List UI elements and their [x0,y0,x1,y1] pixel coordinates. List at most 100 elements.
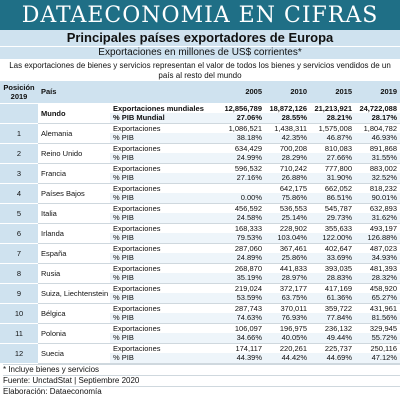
row-value: 24.89% [220,253,265,264]
row-country: España [38,242,110,264]
table-row: 5 Italia Exportaciones 456,592 536,553 545,78… [0,202,400,224]
row-value: 481,393 [355,262,400,273]
table-row: % PIB 0.00% 75.86% 86.51% 90.01% [0,193,400,204]
row-value: 710,242 [265,162,310,173]
row-value: 27.06% [220,113,265,124]
row-value: 810,083 [310,142,355,153]
row-value: 1,438,311 [265,122,310,133]
table-row: Mundo Exportaciones mundiales 12,856,789 18… [0,102,400,124]
row-value: 25.14% [265,213,310,224]
row-metric-label: % PIB [110,193,220,204]
row-value: 268,870 [220,262,265,273]
row-value: 90.01% [355,193,400,204]
table-row: % PIB 24.89% 25.86% 33.69% 34.93% [0,253,400,264]
table-row: 1 Alemania Exportaciones 1,086,521 1,438,311… [0,122,400,144]
row-value: 0.00% [220,193,265,204]
row-value: 46.93% [355,133,400,144]
row-position: 4 [0,182,38,204]
row-value: 28.29% [265,153,310,164]
table-row: 9 Suiza, Liechtenstein Exportaciones 219,02… [0,282,400,304]
row-value: 174,117 [220,342,265,353]
footer-note: * Incluye bienes y servicios [3,363,400,375]
row-value: 76.93% [265,313,310,324]
row-value: 441,833 [265,262,310,273]
row-value: 28.97% [265,273,310,284]
row-metric-label: % PIB [110,353,220,364]
footer-source: Fuente: UnctadStat | Septiembre 2020 [3,374,400,386]
row-value: 28.32% [355,273,400,284]
row-value: 38.18% [220,133,265,144]
row-value: 24.58% [220,213,265,224]
row-country: Alemania [38,122,110,144]
row-metric-label: % PIB [110,153,220,164]
row-country: Rusia [38,262,110,284]
row-value: 122.00% [310,233,355,244]
row-metric-label: Exportaciones [110,282,220,293]
row-country: Italia [38,202,110,224]
row-value: 28.55% [265,113,310,124]
row-value: 25.86% [265,253,310,264]
row-position: 11 [0,322,38,344]
row-value: 34.93% [355,253,400,264]
header-2010: 2010 [265,81,310,103]
table-row: % PIB 34.66% 40.05% 49.44% 55.72% [0,333,400,344]
row-value: 26.88% [265,173,310,184]
row-country: Mundo [38,102,110,124]
row-value: 33.69% [310,253,355,264]
row-value: 34.66% [220,333,265,344]
row-value: 225,737 [310,342,355,353]
row-value: 359,722 [310,302,355,313]
row-metric-label: % PIB [110,213,220,224]
row-value: 236,132 [310,322,355,333]
row-value: 431,961 [355,302,400,313]
row-value: 891,868 [355,142,400,153]
row-country: Francia [38,162,110,184]
row-value: 35.19% [220,273,265,284]
row-value: 21,213,921 [310,102,355,113]
row-value: 74.63% [220,313,265,324]
table-row: % PIB 35.19% 28.97% 28.83% 28.32% [0,273,400,284]
row-value: 220,261 [265,342,310,353]
row-metric-label: % PIB Mundial [110,113,220,124]
row-metric-label: Exportaciones [110,202,220,213]
row-value: 367,461 [265,242,310,253]
row-value: 18,872,126 [265,102,310,113]
row-value: 27.66% [310,153,355,164]
row-value: 61.36% [310,293,355,304]
row-value: 65.27% [355,293,400,304]
row-metric-label: Exportaciones [110,162,220,173]
table-row: 4 Países Bajos Exportaciones 642,175 662,052… [0,182,400,204]
row-value: 642,175 [265,182,310,193]
row-value: 1,086,521 [220,122,265,133]
row-value: 44.69% [310,353,355,364]
row-value: 536,553 [265,202,310,213]
row-value: 106,097 [220,322,265,333]
row-value: 370,011 [265,302,310,313]
row-value: 32.52% [355,173,400,184]
header-country: País [38,81,110,103]
row-position: 3 [0,162,38,184]
row-value: 28.17% [355,113,400,124]
row-value: 42.35% [265,133,310,144]
table-row: 12 Suecia Exportaciones 174,117 220,261 225,7… [0,342,400,364]
row-value: 545,787 [310,202,355,213]
row-value: 196,975 [265,322,310,333]
row-position: 7 [0,242,38,264]
row-value: 27.16% [220,173,265,184]
row-position: 1 [0,122,38,144]
row-value: 24.99% [220,153,265,164]
table-row: 3 Francia Exportaciones 596,532 710,242 777,8… [0,162,400,184]
row-position: 6 [0,222,38,244]
row-value: 40.05% [265,333,310,344]
row-value: 632,893 [355,202,400,213]
table-description: Las exportaciones de bienes y servicios … [9,61,391,80]
row-country: Reino Unido [38,142,110,164]
row-value: 329,945 [355,322,400,333]
row-value: 31.90% [310,173,355,184]
row-value: 487,023 [355,242,400,253]
row-value: 77.84% [310,313,355,324]
header-position: Posición 2019 [0,81,38,103]
row-metric-label: Exportaciones mundiales [110,102,220,113]
row-metric-label: Exportaciones [110,302,220,313]
row-metric-label: Exportaciones [110,262,220,273]
